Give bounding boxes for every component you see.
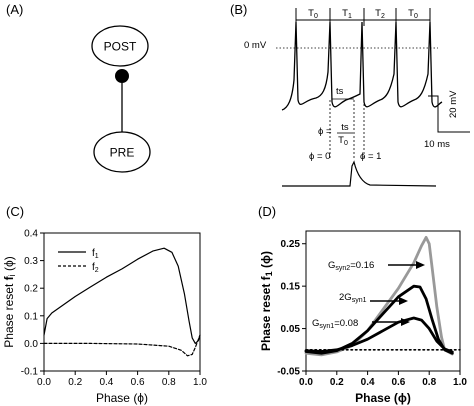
panel-a: (A) POST PRE — [6, 2, 151, 173]
x-tick-label: 0.0 — [299, 377, 313, 388]
phi-eq-num: ts — [341, 122, 349, 133]
arrowhead-2gsyn1 — [399, 297, 408, 305]
series-line-gsyn2-0-16 — [304, 236, 454, 357]
pre-neuron-label: PRE — [110, 146, 135, 160]
y-tick-label: 0.15 — [281, 282, 301, 293]
voltage-trace — [281, 21, 443, 111]
synaptic-input-trace — [282, 160, 437, 187]
panel-c-xlabel: Phase (ϕ) — [96, 391, 148, 405]
panel-d-ylabel: Phase reset f1 (ϕ) — [259, 251, 274, 351]
synapse-dot — [115, 69, 129, 83]
series-line-f1 — [43, 247, 201, 344]
x-tick-label: 0.4 — [99, 377, 113, 388]
series-line-f2 — [43, 334, 201, 357]
panel-c-frame — [43, 232, 201, 372]
phi-one-label: ϕ = 1 — [360, 151, 381, 162]
x-tick-label: 0.4 — [361, 377, 375, 388]
panel-a-label: (A) — [6, 2, 23, 17]
panel-c-series — [43, 247, 201, 357]
post-neuron — [91, 25, 149, 67]
x-tick-label: 1.0 — [193, 377, 207, 388]
y-tick-label: 0.3 — [24, 256, 38, 267]
x-tick-label: 0.0 — [37, 377, 51, 388]
panel-c-ticks: 0.0 0.2 0.4 0.6 0.8 1.0-0.10.00.10.20.30.4 — [21, 229, 208, 389]
phi-eq-den: T0 — [338, 135, 348, 147]
panel-c-label: (C) — [6, 204, 24, 219]
arrowhead-gsyn1 — [401, 318, 410, 326]
series-line-2gsyn1 — [304, 284, 454, 355]
x-tick-label: 0.6 — [131, 377, 145, 388]
panel-c: (C) 0.0 0.2 0.4 0.6 0.8 1.0-0.10.00.10.20.30.… — [2, 204, 207, 405]
panel-b-label: (B) — [230, 2, 247, 17]
annotation-gsyn2: Gsyn2=0.16 — [328, 260, 374, 272]
period-label-1: T1 — [342, 8, 352, 20]
panel-d-ticks: 0.0 0.2 0.4 0.6 0.8 1.0 -0.05 0.05 0.15 0.25 — [277, 239, 467, 388]
scale-voltage: 20 mV — [448, 90, 459, 118]
y-tick-label: 0.05 — [281, 324, 301, 335]
y-tick-label: 0.4 — [24, 229, 38, 240]
annotation-gsyn1: Gsyn1=0.08 — [312, 318, 358, 330]
zero-mv-label: 0 mV — [244, 40, 267, 51]
panel-c-ylabel: Phase reset fi (ϕ) — [2, 256, 17, 347]
x-tick-label: 0.6 — [391, 377, 405, 388]
y-tick-label: -0.1 — [21, 367, 39, 378]
pre-neuron — [93, 131, 151, 173]
period-label-0: T0 — [308, 8, 318, 20]
scale-time: 10 ms — [424, 139, 450, 150]
phi-eq-lhs: ϕ = — [318, 126, 332, 137]
legend-label-f2: f2 — [92, 262, 99, 274]
panel-d-series — [304, 236, 461, 357]
x-tick-label: 0.2 — [68, 377, 82, 388]
phi-zero-label: ϕ = 0 — [309, 151, 330, 162]
y-tick-label: 0.25 — [281, 239, 301, 250]
post-neuron-label: POST — [104, 40, 137, 54]
legend-label-f1: f1 — [92, 248, 99, 260]
panel-d-frame — [305, 230, 461, 372]
annotation-2gsyn1: 2Gsyn1 — [339, 292, 367, 304]
period-label-3: T0 — [408, 8, 418, 20]
x-tick-label: 0.8 — [422, 377, 436, 388]
y-tick-label: 0.1 — [24, 311, 38, 322]
y-tick-label: 0.0 — [24, 339, 38, 350]
period-label-2: T2 — [375, 8, 385, 20]
panel-b: (B) T0 T1 T2 T0 0 mV ts ϕ = ts T0 ϕ — [230, 2, 470, 187]
y-tick-label: 0.2 — [24, 284, 38, 295]
y-tick-label: -0.05 — [277, 367, 300, 378]
panel-d: (D) 0.0 0.2 0.4 0.6 0.8 1.0-0.050.050.150.25 … — [258, 204, 467, 405]
arrowhead-gsyn2 — [416, 261, 425, 269]
ts-label: ts — [336, 86, 344, 97]
scale-bar — [428, 95, 470, 133]
x-tick-label: 1.0 — [453, 377, 467, 388]
x-tick-label: 0.2 — [330, 377, 344, 388]
x-tick-label: 0.8 — [162, 377, 176, 388]
panel-d-xlabel: Phase (ϕ) — [355, 391, 411, 405]
panel-d-label: (D) — [258, 204, 276, 219]
